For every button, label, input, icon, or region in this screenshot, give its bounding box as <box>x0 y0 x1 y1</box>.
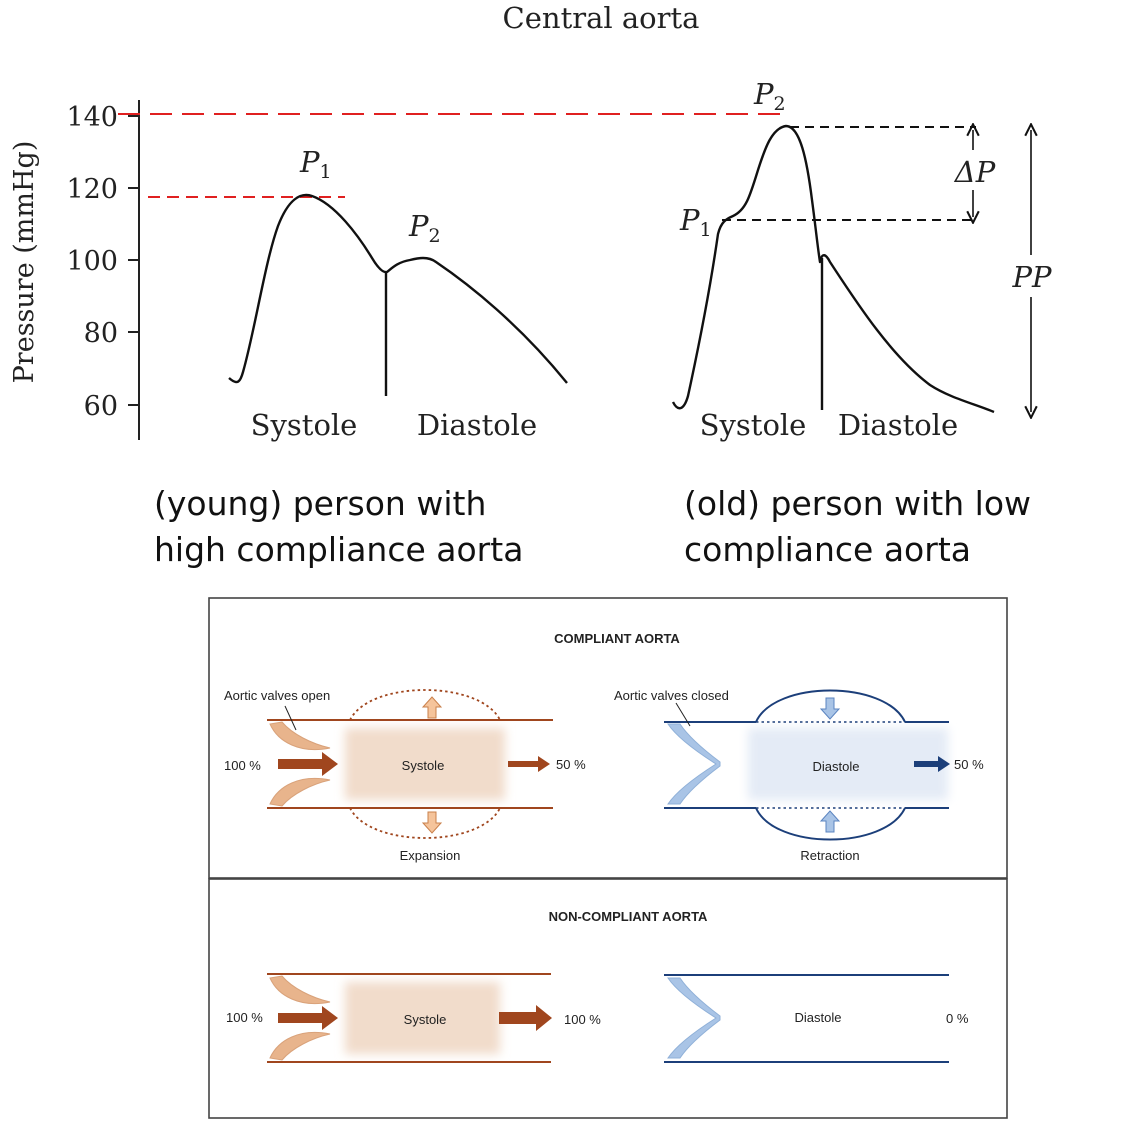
noncompliant-systole-label: Systole <box>404 1012 447 1027</box>
noncompliant-inflow-label: 100 % <box>226 1010 263 1025</box>
expansion-label: Expansion <box>400 848 461 863</box>
y-axis: 140 120 100 80 60 Pressure (mmHg) <box>9 100 140 440</box>
compliant-aorta-panel: COMPLIANT AORTA Aortic valves open 100 %… <box>208 597 1008 879</box>
inflow-arrow <box>278 1006 338 1030</box>
pp-label: PP <box>1011 260 1052 294</box>
systole-blood-fill <box>345 728 505 800</box>
aortic-valve-bottom-open <box>269 1032 331 1061</box>
systole-blood-fill <box>345 982 500 1054</box>
young-p1-label: P1 <box>299 145 332 183</box>
expansion-arrow-down <box>421 811 443 834</box>
noncompliant-systole-outflow-label: 100 % <box>564 1012 601 1027</box>
aortic-valve-top-open <box>269 975 331 1004</box>
young-person-caption: (young) person with high compliance aort… <box>154 481 574 573</box>
noncompliant-aorta-panel: NON-COMPLIANT AORTA 100 % Systole 100 % … <box>208 878 1008 1119</box>
old-systole-label: Systole <box>700 408 807 442</box>
compliant-systole-label: Systole <box>402 758 445 773</box>
delta-p-label-backdrop <box>948 150 998 190</box>
outflow-arrow <box>499 1005 552 1031</box>
aortic-valve-closed <box>667 977 721 1059</box>
valves-open-label: Aortic valves open <box>224 688 330 703</box>
compliant-diastole-diagram: Aortic valves closed Diastole 50 % Retra… <box>614 688 984 863</box>
noncompliant-panel-title: NON-COMPLIANT AORTA <box>549 909 708 924</box>
expansion-bulge-outline <box>349 689 501 839</box>
young-p2-label: P2 <box>408 209 441 247</box>
old-diastole-label: Diastole <box>838 408 958 442</box>
outflow-arrow <box>508 756 550 772</box>
aortic-valve-bottom-open <box>269 778 331 807</box>
old-pressure-curve <box>671 124 995 414</box>
valves-open-pointer <box>284 705 297 731</box>
inflow-arrow <box>278 752 338 776</box>
y-tick-label-100: 100 <box>66 246 118 277</box>
y-axis-label: Pressure (mmHg) <box>9 141 40 384</box>
compliant-systole-outflow-label: 50 % <box>556 757 586 772</box>
noncompliant-diastole-label: Diastole <box>795 1010 842 1025</box>
compliant-diastole-outflow-label: 50 % <box>954 757 984 772</box>
old-p2-label: P2 <box>753 77 786 115</box>
pp-label-backdrop <box>1006 255 1058 297</box>
retraction-label: Retraction <box>800 848 859 863</box>
noncompliant-systole-diagram: 100 % Systole 100 % <box>226 973 601 1063</box>
retraction-arrow-down <box>819 697 841 720</box>
expansion-arrow-up <box>421 696 443 719</box>
old-caption-line2: compliance aorta <box>684 530 971 569</box>
y-tick-label-60: 60 <box>84 391 118 422</box>
aortic-valve-top-open <box>269 721 331 750</box>
young-caption-line2: high compliance aorta <box>154 530 524 569</box>
young-waveform-chart: P1 P2 Systole Diastole <box>228 145 568 442</box>
young-caption-line1: (young) person with <box>154 484 487 523</box>
y-tick-label-80: 80 <box>84 318 118 349</box>
compliant-systole-diagram: Aortic valves open 100 % Systole 50 % Ex… <box>224 688 586 863</box>
delta-p-label: ΔP <box>954 155 996 189</box>
compliant-inflow-label: 100 % <box>224 758 261 773</box>
noncompliant-diastole-outflow-label: 0 % <box>946 1011 969 1026</box>
valves-closed-label: Aortic valves closed <box>614 688 729 703</box>
young-pressure-curve <box>228 193 568 384</box>
young-diastole-label: Diastole <box>417 408 537 442</box>
old-person-caption: (old) person with low compliance aorta <box>684 481 1104 573</box>
old-p1-label: P1 <box>679 203 712 241</box>
young-systole-label: Systole <box>251 408 358 442</box>
y-tick-label-140: 140 <box>66 102 118 133</box>
figure-title: Central aorta <box>503 1 700 35</box>
retraction-arrow-up <box>819 810 841 833</box>
y-tick-label-120: 120 <box>66 174 118 205</box>
old-waveform-chart: ΔP PP P1 P2 Systole Diastole <box>671 77 1058 442</box>
noncompliant-diastole-diagram: Diastole 0 % <box>664 974 969 1063</box>
compliant-diastole-label: Diastole <box>813 759 860 774</box>
aortic-valve-closed <box>667 723 721 805</box>
valves-closed-pointer <box>675 702 691 727</box>
compliant-panel-title: COMPLIANT AORTA <box>554 631 680 646</box>
retracting-wall-bottom <box>755 807 906 841</box>
diastole-outflow-arrow <box>914 756 950 772</box>
old-caption-line1: (old) person with low <box>684 484 1031 523</box>
retracting-wall-top <box>755 689 906 723</box>
